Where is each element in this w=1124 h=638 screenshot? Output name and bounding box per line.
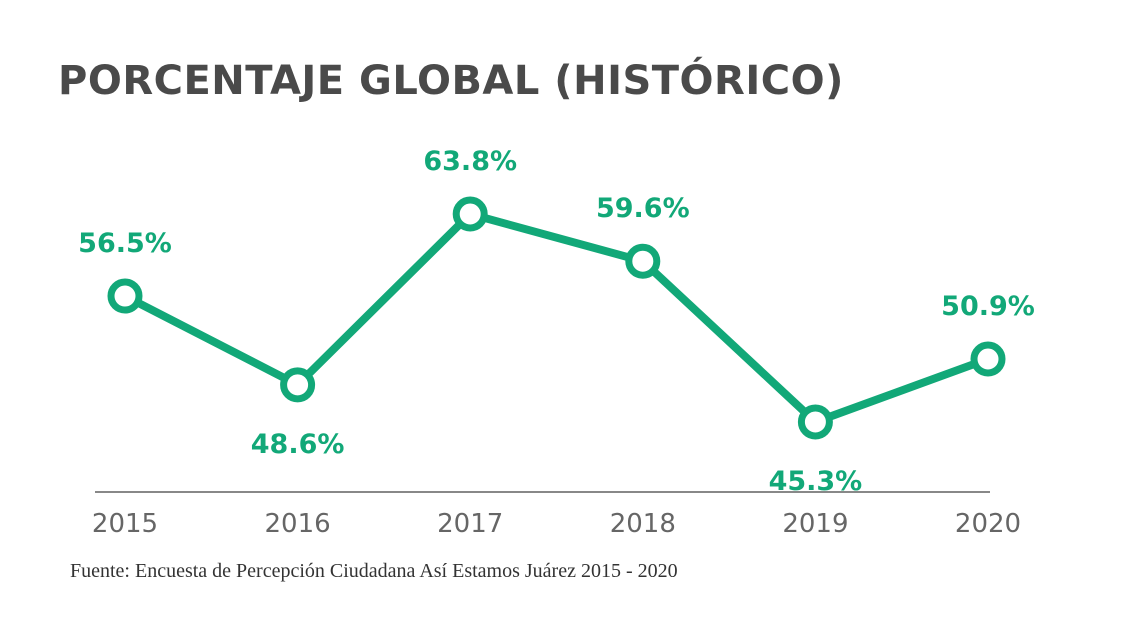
data-point-2018 bbox=[625, 243, 661, 279]
data-label-2019: 45.3% bbox=[769, 466, 863, 497]
data-label-2015: 56.5% bbox=[78, 228, 172, 259]
x-tick-2017: 2017 bbox=[437, 509, 503, 539]
data-point-2015 bbox=[107, 278, 143, 314]
data-label-2020: 50.9% bbox=[941, 291, 1035, 322]
data-label-2017: 63.8% bbox=[423, 146, 517, 177]
data-point-2017 bbox=[452, 196, 488, 232]
x-tick-2016: 2016 bbox=[265, 509, 331, 539]
data-label-2018: 59.6% bbox=[596, 193, 690, 224]
data-point-2020 bbox=[970, 341, 1006, 377]
data-point-2019 bbox=[797, 404, 833, 440]
series-line bbox=[123, 210, 990, 426]
x-tick-2015: 2015 bbox=[92, 509, 158, 539]
x-tick-2019: 2019 bbox=[782, 509, 848, 539]
x-tick-2018: 2018 bbox=[610, 509, 676, 539]
data-label-2016: 48.6% bbox=[251, 429, 345, 460]
source-note: Fuente: Encuesta de Percepción Ciudadana… bbox=[70, 560, 678, 582]
data-point-2016 bbox=[280, 367, 316, 403]
chart-title: PORCENTAJE GLOBAL (HISTÓRICO) bbox=[58, 58, 844, 104]
x-tick-2020: 2020 bbox=[955, 509, 1021, 539]
